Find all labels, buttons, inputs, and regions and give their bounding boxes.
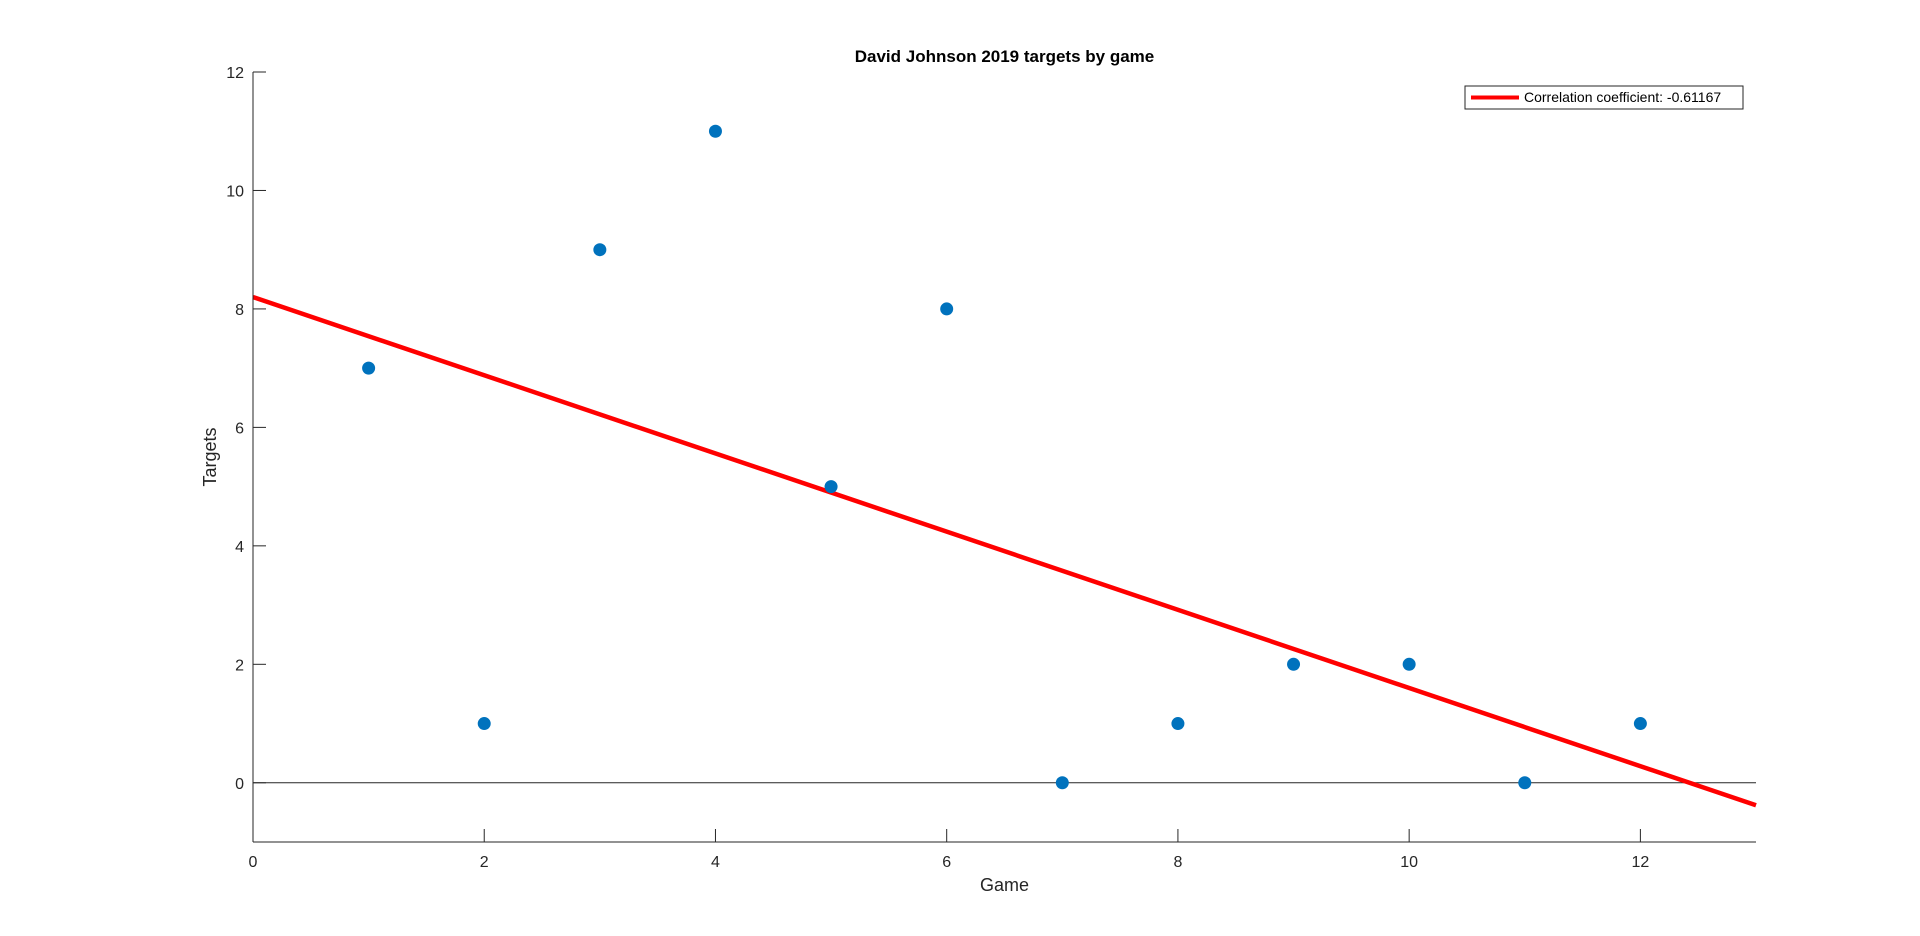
- x-tick-label: 2: [480, 854, 489, 871]
- chart-title: David Johnson 2019 targets by game: [855, 47, 1155, 66]
- data-point: [1055, 776, 1069, 790]
- y-tick-label: 6: [235, 420, 244, 437]
- legend-box: [1464, 85, 1744, 110]
- legend: Correlation coefficient: -0.61167: [1464, 85, 1744, 110]
- data-point: [1402, 657, 1416, 671]
- y-tick-label: 0: [235, 776, 244, 793]
- data-point: [824, 480, 838, 494]
- data-point: [362, 361, 376, 375]
- data-point: [1633, 717, 1647, 731]
- y-tick-label: 10: [226, 183, 244, 200]
- regression-line: [252, 294, 1757, 808]
- x-tick-label: 12: [1631, 854, 1649, 871]
- legend-label: Correlation coefficient: -0.61167: [1524, 89, 1721, 105]
- y-tick-label: 8: [235, 302, 244, 319]
- x-axis-title: Game: [980, 875, 1029, 895]
- y-tick-label: 2: [235, 657, 244, 674]
- data-point: [940, 302, 954, 316]
- data-point: [593, 243, 607, 257]
- x-tick-label: 8: [1173, 854, 1182, 871]
- data-point: [1287, 657, 1301, 671]
- data-point: [477, 717, 491, 731]
- data-point: [1518, 776, 1532, 790]
- x-tick-label: 10: [1400, 854, 1418, 871]
- y-axis-title: Targets: [200, 427, 220, 486]
- y-tick-label: 12: [226, 65, 244, 82]
- x-tick-label: 6: [942, 854, 951, 871]
- plot-area: [253, 72, 1756, 842]
- data-point: [708, 124, 722, 138]
- x-tick-label: 0: [249, 854, 258, 871]
- data-point: [1171, 717, 1185, 731]
- x-tick-label: 4: [711, 854, 720, 871]
- y-tick-label: 4: [235, 539, 244, 556]
